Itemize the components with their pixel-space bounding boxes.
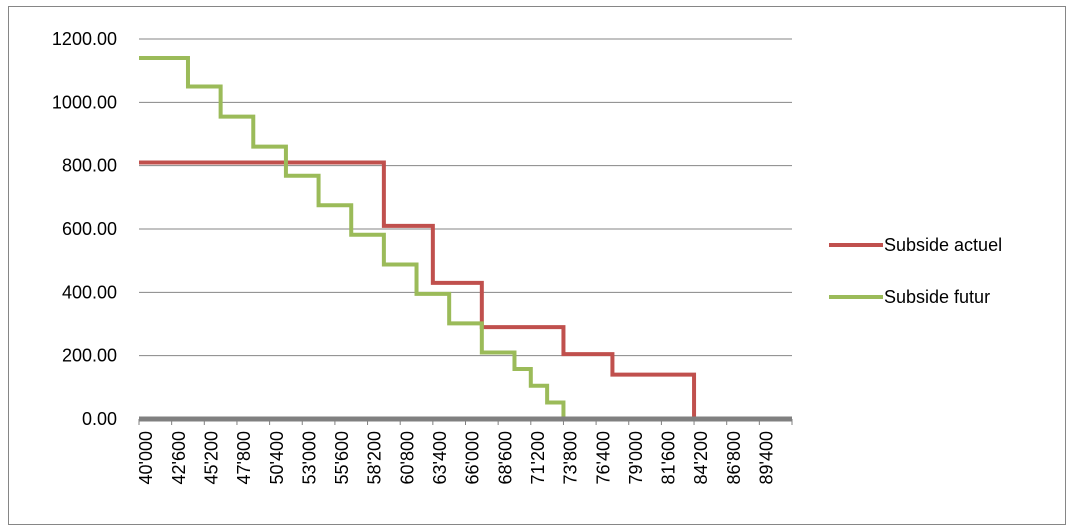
x-tick-label: 89'400 <box>757 431 777 485</box>
x-tick-label: 50'400 <box>267 431 287 485</box>
y-tick-label: 600.00 <box>62 219 117 239</box>
x-tick-label: 73'800 <box>561 431 581 485</box>
y-tick-label: 400.00 <box>62 282 117 302</box>
legend-label: Subside futur <box>884 287 990 307</box>
x-tick-label: 84'200 <box>691 431 711 485</box>
y-tick-label: 800.00 <box>62 156 117 176</box>
x-tick-label: 42'600 <box>169 431 189 485</box>
x-tick-label: 68'600 <box>495 431 515 485</box>
y-tick-label: 200.00 <box>62 346 117 366</box>
x-tick-label: 71'200 <box>528 431 548 485</box>
x-tick-label: 40'000 <box>136 431 156 485</box>
x-tick-label: 60'800 <box>397 431 417 485</box>
x-tick-label: 53'000 <box>299 431 319 485</box>
chart-frame: 0.00 200.00 400.00 600.00 800.00 1000.00 1200.… <box>8 6 1066 525</box>
x-tick-label: 86'800 <box>724 431 744 485</box>
x-tick-label: 58'200 <box>365 431 385 485</box>
chart-svg: 0.00 200.00 400.00 600.00 800.00 1000.00 1200.… <box>52 29 1002 485</box>
x-tick-label: 55'600 <box>332 431 352 485</box>
x-tick-label: 63'400 <box>430 431 450 485</box>
y-tick-label: 0.00 <box>82 409 117 429</box>
series-line-subside-futur <box>139 56 580 421</box>
x-tick-label: 81'600 <box>659 431 679 485</box>
x-tick-label: 47'800 <box>234 431 254 485</box>
legend-label: Subside actuel <box>884 235 1002 255</box>
x-tick-label: 45'200 <box>201 431 221 485</box>
x-tick-label: 76'400 <box>593 431 613 485</box>
y-tick-label: 1200.00 <box>52 29 117 49</box>
y-tick-label: 1000.00 <box>52 92 117 112</box>
series-line-subside-actuel <box>139 160 711 421</box>
x-tick-label: 66'000 <box>463 431 483 485</box>
x-tick-label: 79'000 <box>626 431 646 485</box>
